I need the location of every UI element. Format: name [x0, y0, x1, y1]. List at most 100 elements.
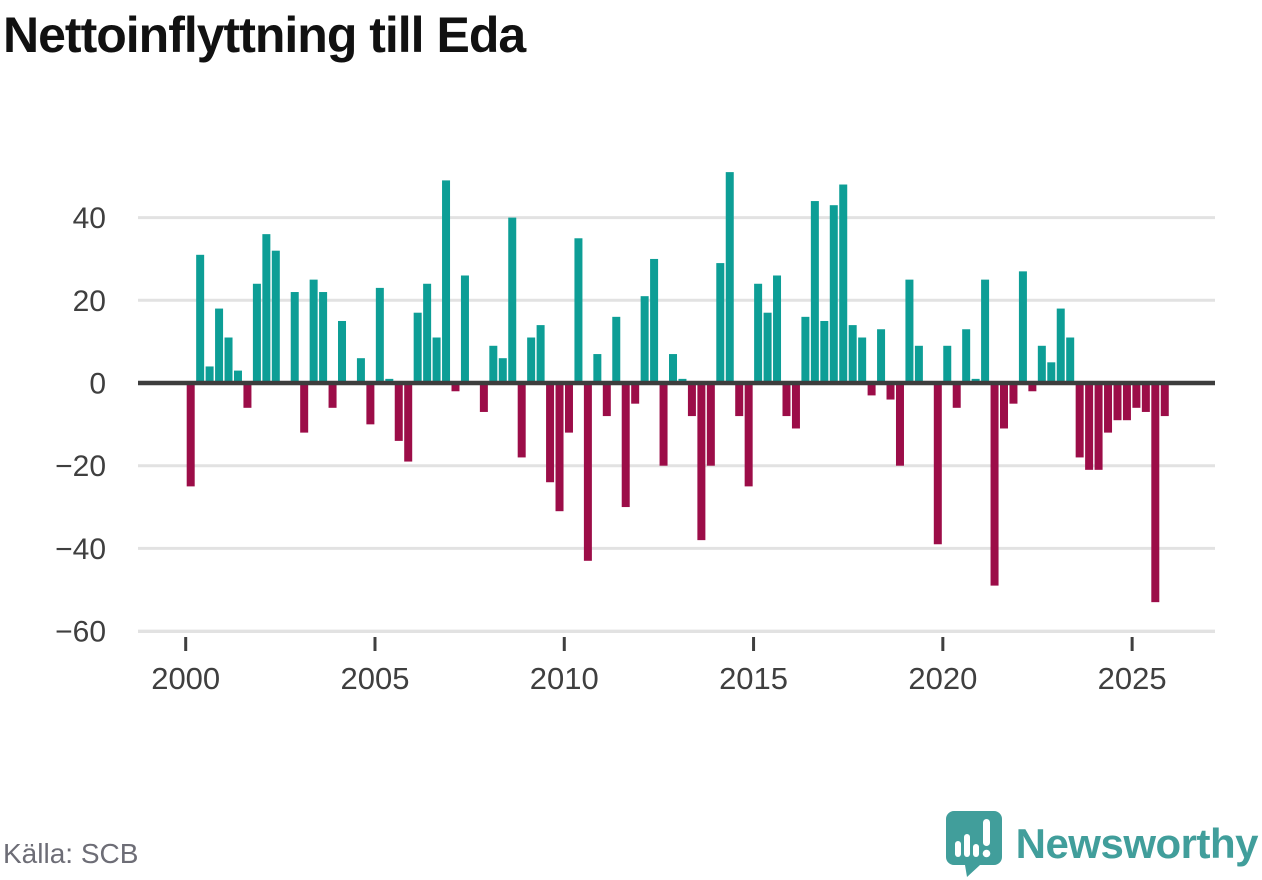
source-note: Källa: SCB [3, 838, 139, 869]
bar-quarter [375, 287, 384, 383]
bar-quarter [498, 358, 507, 383]
bar-quarter [669, 354, 678, 384]
bar-quarter [810, 201, 819, 383]
bar-quarter [527, 337, 536, 383]
bar-quarter [489, 345, 498, 383]
bar-quarter [602, 383, 611, 417]
bar-quarter [848, 325, 857, 383]
bar-quarter [423, 283, 432, 383]
bar-quarter [300, 383, 309, 433]
bar-quarter [413, 312, 422, 383]
bar-quarter [574, 238, 583, 383]
bar-quarter [612, 316, 621, 383]
bar-quarter [687, 383, 696, 417]
bar-quarter [735, 383, 744, 417]
bar-quarter [252, 283, 261, 383]
bar-quarter [895, 383, 904, 466]
bar-quarter [394, 383, 403, 441]
svg-text:−60: −60 [55, 616, 106, 649]
bar-quarter [1141, 383, 1150, 412]
bar-quarter [356, 358, 365, 383]
svg-text:20: 20 [73, 285, 106, 318]
bars [186, 172, 1169, 603]
bar-quarter [290, 292, 299, 383]
bar-quarter [1132, 383, 1141, 408]
bar-quarter [404, 383, 413, 462]
bar-quarter [943, 345, 952, 383]
bar-quarter [867, 383, 876, 396]
bar-quarter [1018, 271, 1027, 383]
bar-quarter [621, 383, 630, 508]
bar-quarter [1094, 383, 1103, 470]
chart-title: Nettoinflyttning till Eda [3, 7, 526, 63]
bar-quarter [640, 296, 649, 383]
svg-text:2000: 2000 [151, 661, 220, 696]
bar-quarter [442, 180, 451, 383]
x-axis-labels: 2000 2005 2010 2015 2020 2025 [151, 661, 1166, 696]
bar-quarter [858, 337, 867, 383]
brand-logo: Newsworthy [944, 808, 1259, 880]
bar-quarter [593, 354, 602, 384]
bar-quarter [839, 184, 848, 383]
svg-text:−40: −40 [55, 533, 106, 566]
bar-quarter [782, 383, 791, 417]
bar-quarter [319, 292, 328, 383]
bar-quarter [829, 205, 838, 383]
bar-quarter [243, 383, 252, 408]
bar-quarter [905, 279, 914, 384]
svg-text:2010: 2010 [530, 661, 599, 696]
svg-text:2015: 2015 [719, 661, 788, 696]
bar-quarter [659, 383, 668, 466]
newsworthy-icon [945, 811, 1002, 877]
bar-quarter [820, 320, 829, 383]
bar-quarter [1047, 362, 1056, 383]
bar-quarter [309, 279, 318, 384]
bar-quarter [215, 308, 224, 383]
bar-quarter [1000, 383, 1008, 429]
bar-quarter [536, 325, 545, 383]
bar-quarter [508, 217, 517, 383]
bar-quarter [205, 366, 214, 383]
bar-quarter [716, 263, 725, 383]
x-ticks [184, 637, 1134, 651]
bar-quarter [962, 329, 971, 383]
bar-quarter [650, 258, 659, 383]
svg-text:−20: −20 [55, 450, 106, 483]
bar-quarter [338, 320, 347, 383]
bar-quarter [555, 383, 564, 512]
svg-text:40: 40 [73, 202, 106, 235]
bar-quarter [271, 250, 280, 383]
bar-quarter [1151, 383, 1160, 603]
bar-quarter [546, 383, 555, 483]
bar-quarter [262, 234, 271, 383]
bar-quarter [366, 383, 375, 425]
bar-quarter [460, 275, 469, 383]
bar-quarter [1085, 383, 1094, 470]
bar-quarter [801, 316, 810, 383]
bar-quarter [773, 275, 782, 383]
bar-quarter [1122, 383, 1131, 421]
svg-text:2005: 2005 [341, 661, 410, 696]
bar-quarter [1028, 383, 1037, 392]
bar-quarter [933, 383, 942, 545]
bar-quarter [744, 383, 753, 487]
bar-quarter [981, 279, 990, 384]
svg-text:0: 0 [89, 368, 106, 401]
bar-quarter [706, 383, 715, 466]
bar-quarter [1113, 383, 1122, 421]
bar-quarter [186, 383, 195, 487]
bar-quarter [1075, 383, 1084, 458]
bar-quarter [763, 312, 772, 383]
bar-quarter [432, 337, 441, 383]
bar-quarter [754, 283, 763, 383]
bar-quarter [479, 383, 488, 412]
bar-quarter [451, 383, 460, 392]
bar-quarter [1037, 345, 1046, 383]
bar-quarter [1066, 337, 1075, 383]
bar-quarter [725, 172, 734, 383]
bar-quarter [1160, 383, 1169, 417]
bar-quarter [233, 370, 242, 383]
svg-text:2020: 2020 [908, 661, 977, 696]
bar-quarter [990, 383, 999, 586]
